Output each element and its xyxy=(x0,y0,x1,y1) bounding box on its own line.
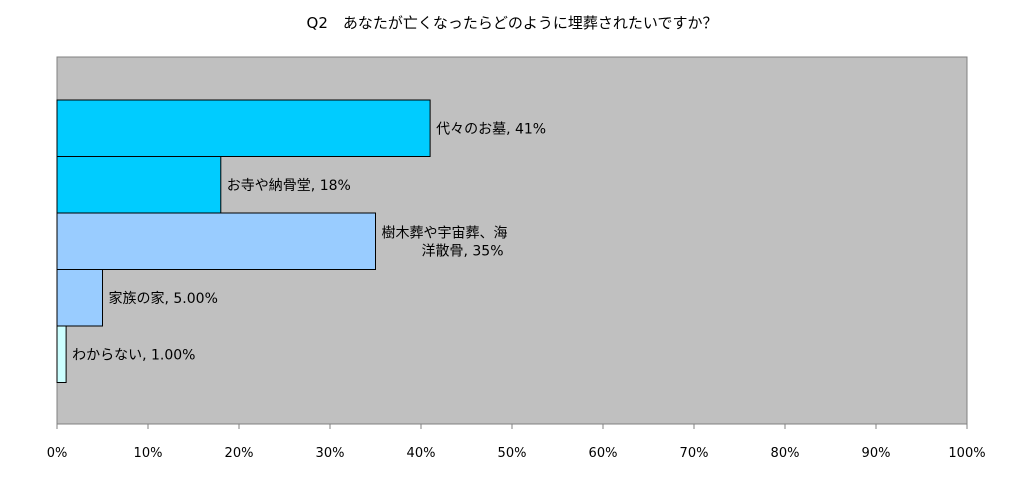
chart-title: Q2 あなたが亡くなったらどのように埋葬されたいですか？ xyxy=(306,14,718,32)
x-tick-label: 40% xyxy=(407,446,436,461)
data-label-line: わからない, 1.00% xyxy=(72,347,195,363)
x-tick-label: 70% xyxy=(680,446,709,461)
data-label-line: 代々のお墓, 41% xyxy=(436,121,546,137)
bar-4 xyxy=(56,269,103,327)
data-label-3: 樹木葬や宇宙葬、海洋散骨, 35% xyxy=(382,225,508,259)
bar-1 xyxy=(56,99,431,157)
bar-2 xyxy=(56,156,222,214)
x-tick-label: 20% xyxy=(225,446,254,461)
data-label-line: 樹木葬や宇宙葬、海 xyxy=(382,225,508,241)
x-tick-label: 80% xyxy=(771,446,800,461)
x-tick-label: 10% xyxy=(134,446,163,461)
data-label-4: 家族の家, 5.00% xyxy=(109,290,218,307)
bar-3 xyxy=(56,212,376,270)
x-tick-label: 90% xyxy=(862,446,891,461)
data-label-line: 洋散骨, 35% xyxy=(422,243,504,259)
x-tick-label: 50% xyxy=(498,446,527,461)
x-tick-label: 100% xyxy=(948,446,985,461)
data-label-line: 家族の家, 5.00% xyxy=(109,290,218,307)
data-label-5: わからない, 1.00% xyxy=(72,347,195,363)
data-label-1: 代々のお墓, 41% xyxy=(436,121,546,137)
data-label-line: お寺や納骨堂, 18% xyxy=(227,178,351,194)
data-label-2: お寺や納骨堂, 18% xyxy=(227,178,351,194)
bar-5 xyxy=(56,325,67,383)
x-tick-label: 0% xyxy=(47,446,68,461)
x-tick-label: 30% xyxy=(316,446,345,461)
x-tick-label: 60% xyxy=(589,446,618,461)
